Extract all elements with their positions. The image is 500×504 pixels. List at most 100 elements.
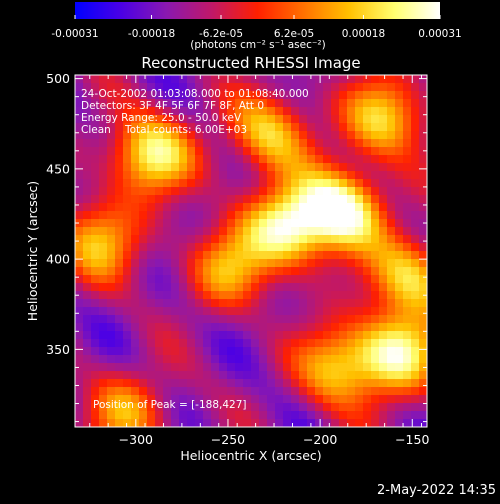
heatmap-cell [387, 363, 396, 372]
heatmap-cell [179, 163, 188, 172]
heatmap-cell [355, 139, 364, 148]
heatmap-cell [371, 379, 380, 388]
heatmap-cell [251, 219, 260, 228]
heatmap-cell [219, 403, 228, 412]
heatmap-cell [387, 259, 396, 268]
heatmap-cell [419, 235, 427, 244]
heatmap-cell [115, 227, 124, 236]
heatmap-cell [243, 387, 252, 396]
heatmap-cell [131, 411, 140, 420]
heatmap-cell [171, 363, 180, 372]
heatmap-cell [267, 203, 276, 212]
heatmap-cell [171, 131, 180, 140]
heatmap-cell [331, 371, 340, 380]
heatmap-cell [347, 235, 356, 244]
heatmap-cell [283, 211, 292, 220]
heatmap-cell [163, 187, 172, 196]
heatmap-cell [139, 155, 148, 164]
colorbar-tick-label: -0.00018 [128, 28, 175, 40]
heatmap-cell [363, 91, 372, 100]
heatmap-cell [99, 299, 108, 308]
heatmap-cell [83, 115, 92, 124]
heatmap-cell [91, 395, 100, 404]
heatmap-cell [211, 411, 220, 420]
heatmap-cell [275, 347, 284, 356]
heatmap-cell [187, 155, 196, 164]
heatmap-cell [259, 187, 268, 196]
heatmap-cell [107, 323, 116, 332]
heatmap-cell [219, 83, 228, 92]
heatmap-cell [227, 227, 236, 236]
heatmap-cell [163, 131, 172, 140]
heatmap-cell [323, 371, 332, 380]
heatmap-cell [171, 219, 180, 228]
heatmap-cell [187, 123, 196, 132]
heatmap-cell [347, 331, 356, 340]
heatmap-cell [419, 411, 427, 420]
heatmap-cell [83, 235, 92, 244]
heatmap-cell [179, 267, 188, 276]
heatmap-cell [171, 211, 180, 220]
heatmap-cell [283, 171, 292, 180]
heatmap-cell [259, 283, 268, 292]
heatmap-cell [291, 155, 300, 164]
heatmap-cell [379, 355, 388, 364]
heatmap-cell [259, 299, 268, 308]
heatmap-cell [187, 195, 196, 204]
heatmap-cell [291, 139, 300, 148]
heatmap-cell [163, 299, 172, 308]
heatmap-cell [131, 123, 140, 132]
heatmap-cell [123, 419, 132, 427]
heatmap-cell [411, 267, 420, 276]
heatmap-cell [331, 147, 340, 156]
heatmap-cell [123, 379, 132, 388]
heatmap-cell [171, 227, 180, 236]
heatmap-cell [163, 275, 172, 284]
heatmap-cell [107, 403, 116, 412]
colorbar-tick-label: -6.2e-05 [199, 28, 243, 40]
heatmap-cell [259, 179, 268, 188]
heatmap-cell [139, 283, 148, 292]
heatmap-cell [243, 379, 252, 388]
heatmap-cell [83, 155, 92, 164]
heatmap-cell [331, 99, 340, 108]
heatmap-cell [75, 139, 84, 148]
heatmap-cell [259, 107, 268, 116]
heatmap-cell [299, 219, 308, 228]
heatmap-cell [307, 139, 316, 148]
heatmap-cell [203, 267, 212, 276]
heatmap-cell [283, 347, 292, 356]
heatmap-cell [419, 211, 427, 220]
heatmap-cell [99, 195, 108, 204]
colorbar-ticks: -0.00031 -0.00018 -6.2e-05 6.2e-05 0.00018 0.… [51, 15, 462, 40]
heatmap-cell [171, 259, 180, 268]
heatmap-cell [363, 267, 372, 276]
heatmap-cell [211, 371, 220, 380]
heatmap-cell [131, 243, 140, 252]
heatmap-cell [227, 363, 236, 372]
heatmap-cell [99, 395, 108, 404]
heatmap-cell [123, 187, 132, 196]
heatmap-cell [387, 171, 396, 180]
heatmap-cell [187, 131, 196, 140]
heatmap-cell [203, 347, 212, 356]
heatmap-cell [147, 115, 156, 124]
heatmap-cell [155, 411, 164, 420]
heatmap-cell [403, 355, 412, 364]
heatmap-cell [187, 259, 196, 268]
heatmap-cell [339, 147, 348, 156]
heatmap-cell [187, 419, 196, 427]
heatmap-cell [411, 147, 420, 156]
heatmap-cell [115, 379, 124, 388]
heatmap-cell [171, 147, 180, 156]
heatmap-cell [75, 171, 84, 180]
heatmap-cell [115, 107, 124, 116]
heatmap-cell [179, 211, 188, 220]
heatmap-cell [243, 363, 252, 372]
heatmap-cell [291, 219, 300, 228]
heatmap-cell [99, 419, 108, 427]
heatmap-cell [83, 299, 92, 308]
heatmap-cell [147, 387, 156, 396]
heatmap-cell [83, 403, 92, 412]
